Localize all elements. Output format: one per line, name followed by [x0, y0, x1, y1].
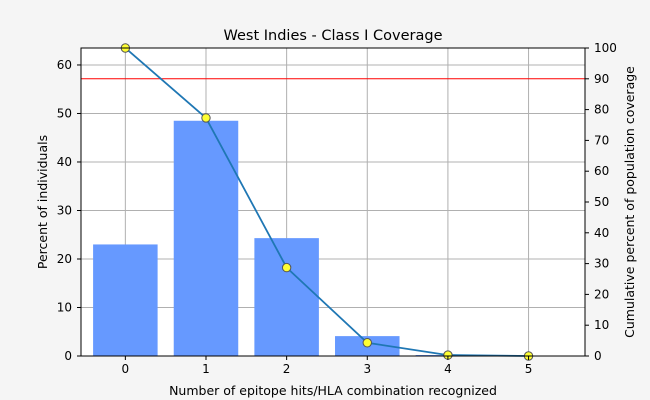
axis-ticks: 0 1 2 3 4 50102030405060010203040506070809010… [57, 41, 617, 376]
y2-tick-label-10: 100 [594, 41, 617, 55]
y2-tick-label-1: 10 [594, 318, 609, 332]
x-tick-label-0: 0 [122, 362, 130, 376]
x-axis-label: Number of epitope hits/HLA combination r… [169, 383, 497, 398]
y-tick-label-5: 50 [57, 106, 72, 120]
y2-tick-label-0: 0 [594, 349, 602, 363]
y2-tick-label-6: 60 [594, 164, 609, 178]
y2-tick-label-5: 50 [594, 195, 609, 209]
y2-tick-label-7: 70 [594, 133, 609, 147]
y-tick-label-1: 10 [57, 300, 72, 314]
cumulative-point-3 [362, 338, 372, 348]
y2-tick-label-3: 30 [594, 257, 609, 271]
y2-tick-label-4: 40 [594, 226, 609, 240]
y-tick-label-4: 40 [57, 155, 72, 169]
y2-tick-label-9: 90 [594, 72, 609, 86]
x-tick-label-5: 5 [525, 362, 533, 376]
cumulative-point-2 [281, 262, 292, 273]
bar-0 [93, 244, 158, 356]
y-tick-label-3: 30 [57, 203, 72, 217]
cumulative-point-1 [201, 113, 211, 123]
bar-1 [173, 120, 239, 356]
y2-tick-label-8: 80 [594, 103, 609, 117]
x-tick-label-1: 1 [202, 362, 210, 376]
bar-2 [254, 238, 319, 356]
y2-axis-label: Cumulative percent of population coverag… [622, 66, 637, 338]
y2-tick-label-2: 20 [594, 287, 609, 301]
chart-title: West Indies - Class I Coverage [224, 28, 443, 44]
x-tick-label-3: 3 [363, 362, 371, 376]
bar-series [93, 120, 481, 356]
plot-background [81, 48, 585, 356]
y-tick-label-6: 60 [57, 58, 72, 72]
y-axis-label: Percent of individuals [35, 135, 50, 269]
cumulative-coverage-line [124, 47, 529, 357]
x-tick-label-2: 2 [283, 362, 291, 376]
y-tick-label-2: 20 [57, 252, 72, 266]
y-tick-label-0: 0 [64, 349, 72, 363]
x-tick-label-4: 4 [444, 362, 452, 376]
